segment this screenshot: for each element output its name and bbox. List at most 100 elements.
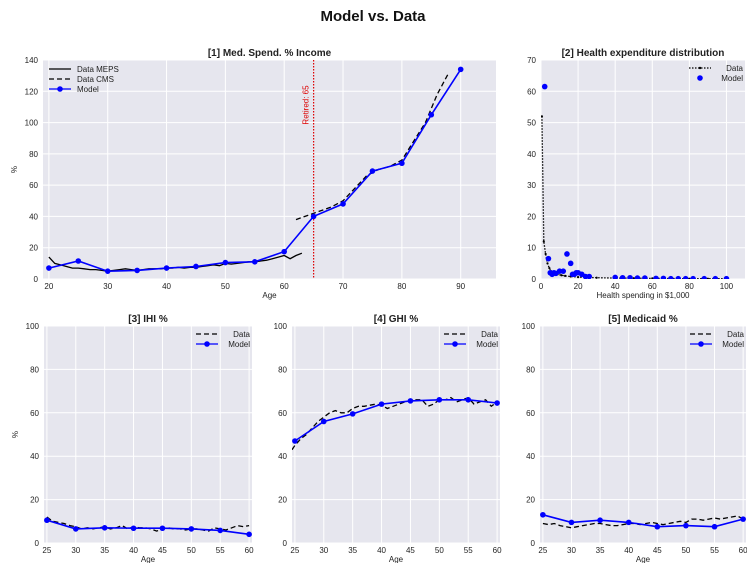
x-tick-label-p3: 35 bbox=[100, 546, 109, 555]
panel-title-p4: [4] GHI % bbox=[374, 314, 419, 325]
data-point-p4-1 bbox=[407, 398, 414, 404]
legend-label-p3-1: Model bbox=[228, 340, 250, 349]
data-point-p2-1 bbox=[627, 274, 633, 279]
legend-marker-p2-0 bbox=[698, 66, 702, 70]
data-point-p5-1 bbox=[683, 522, 689, 529]
x-tick-label-p2: 0 bbox=[539, 282, 544, 291]
series-line-p4-0 bbox=[292, 396, 498, 451]
data-point-p2-1 bbox=[723, 275, 730, 279]
data-point-p3-1 bbox=[130, 525, 137, 532]
y-tick-label-p4: 0 bbox=[283, 539, 288, 548]
x-axis-label-p1: Age bbox=[262, 291, 277, 300]
data-point-p3-1 bbox=[246, 531, 252, 538]
legend-label-p4-1: Model bbox=[476, 340, 498, 349]
y-tick-label-p2: 60 bbox=[527, 87, 536, 96]
data-point-p4-1 bbox=[349, 411, 356, 417]
y-tick-label-p1: 20 bbox=[29, 244, 38, 253]
data-point-p2-0 bbox=[564, 274, 567, 277]
x-tick-label-p1: 50 bbox=[221, 282, 230, 291]
y-tick-label-p2: 50 bbox=[527, 119, 536, 128]
x-tick-label-p5: 25 bbox=[538, 546, 547, 555]
data-point-p2-1 bbox=[660, 275, 667, 279]
x-tick-label-p3: 45 bbox=[158, 546, 167, 555]
data-point-p2-1 bbox=[675, 275, 682, 279]
data-point-p2-0 bbox=[546, 262, 549, 265]
plot-area-p1 bbox=[43, 60, 496, 279]
data-point-p3-1 bbox=[188, 526, 195, 532]
y-tick-label-p5: 0 bbox=[531, 539, 536, 548]
x-tick-label-p4: 45 bbox=[406, 546, 415, 555]
x-tick-label-p3: 40 bbox=[129, 546, 138, 555]
x-axis-label-p3: Age bbox=[141, 555, 156, 563]
x-tick-label-p2: 80 bbox=[685, 282, 694, 291]
data-point-p1-2 bbox=[399, 160, 405, 167]
data-point-p1-2 bbox=[46, 265, 52, 271]
data-point-p1-2 bbox=[428, 111, 435, 118]
x-tick-label-p3: 50 bbox=[187, 546, 196, 555]
data-point-p2-1 bbox=[682, 275, 689, 279]
y-axis-label-p3: % bbox=[11, 431, 20, 438]
data-point-p3-1 bbox=[101, 525, 108, 531]
legend-label-p3-0: Data bbox=[233, 330, 250, 339]
retirement-label: Retired: 65 bbox=[302, 85, 311, 125]
panel-p2: 0 20 40 60 80 100 0 10 20 30 40 50 60 70 [2] Health ex… bbox=[527, 48, 745, 300]
y-tick-label-p4: 60 bbox=[278, 409, 287, 418]
data-point-p2-0 bbox=[632, 277, 635, 279]
y-tick-label-p2: 20 bbox=[527, 212, 536, 221]
x-tick-label-p5: 45 bbox=[653, 546, 662, 555]
data-point-p2-1 bbox=[586, 273, 593, 279]
data-point-p5-1 bbox=[625, 519, 632, 526]
series-group-p2 bbox=[541, 83, 730, 279]
legend-marker-p5-1 bbox=[698, 341, 704, 347]
x-tick-label-p5: 40 bbox=[624, 546, 633, 555]
data-point-p2-1 bbox=[567, 260, 574, 267]
data-point-p1-2 bbox=[251, 258, 258, 265]
panel-title-p2: [2] Health expenditure distribution bbox=[562, 48, 725, 59]
y-tick-label-p2: 70 bbox=[527, 56, 536, 65]
plot-area-p2 bbox=[541, 60, 745, 279]
data-point-p2-1 bbox=[564, 251, 570, 257]
data-point-p1-2 bbox=[134, 267, 140, 274]
data-point-p1-2 bbox=[222, 259, 229, 266]
data-point-p2-0 bbox=[576, 276, 580, 279]
x-tick-label-p4: 25 bbox=[290, 546, 299, 555]
y-tick-label-p3: 80 bbox=[30, 365, 39, 374]
x-tick-label-p1: 40 bbox=[162, 282, 171, 291]
panel-p4: 25 30 35 40 45 50 55 60 0 20 40 60 80 100 [4] GHI % Age… bbox=[274, 314, 502, 563]
data-point-p3-1 bbox=[72, 526, 79, 532]
x-tick-label-p2: 20 bbox=[574, 282, 583, 291]
x-tick-label-p3: 25 bbox=[42, 546, 51, 555]
series-group-p3 bbox=[44, 516, 252, 538]
x-tick-label-p4: 30 bbox=[319, 546, 328, 555]
y-tick-label-p1: 60 bbox=[29, 181, 38, 190]
x-tick-label-p1: 70 bbox=[339, 282, 348, 291]
panel-title-p5: [5] Medicaid % bbox=[608, 314, 678, 325]
legend-label-p5-0: Data bbox=[727, 330, 744, 339]
data-point-p2-0 bbox=[560, 274, 563, 277]
y-tick-label-p3: 0 bbox=[35, 539, 40, 548]
data-point-p4-1 bbox=[436, 396, 443, 403]
data-point-p2-0 bbox=[541, 115, 544, 118]
plot-area-p5 bbox=[540, 326, 746, 543]
y-tick-label-p3: 100 bbox=[26, 322, 40, 331]
x-tick-label-p5: 35 bbox=[596, 546, 605, 555]
data-point-p2-1 bbox=[541, 83, 548, 90]
data-point-p3-1 bbox=[217, 527, 224, 534]
y-tick-label-p1: 0 bbox=[34, 275, 39, 284]
legend-label-p1-0: Data MEPS bbox=[77, 65, 119, 74]
legend-label-p5-1: Model bbox=[722, 340, 744, 349]
x-tick-label-p4: 55 bbox=[464, 546, 473, 555]
legend-marker-p3-1 bbox=[204, 341, 210, 347]
data-point-p2-1 bbox=[653, 275, 659, 279]
panel-p5: 25 30 35 40 45 50 55 60 0 20 40 60 80 100 [5] Medicaid… bbox=[522, 314, 747, 563]
y-tick-label-p3: 40 bbox=[30, 452, 39, 461]
x-tick-label-p4: 40 bbox=[377, 546, 386, 555]
data-point-p2-0 bbox=[688, 277, 691, 279]
data-point-p1-2 bbox=[104, 268, 111, 274]
y-tick-label-p2: 40 bbox=[527, 150, 536, 159]
y-tick-label-p5: 40 bbox=[526, 452, 535, 461]
y-tick-label-p1: 80 bbox=[29, 150, 38, 159]
